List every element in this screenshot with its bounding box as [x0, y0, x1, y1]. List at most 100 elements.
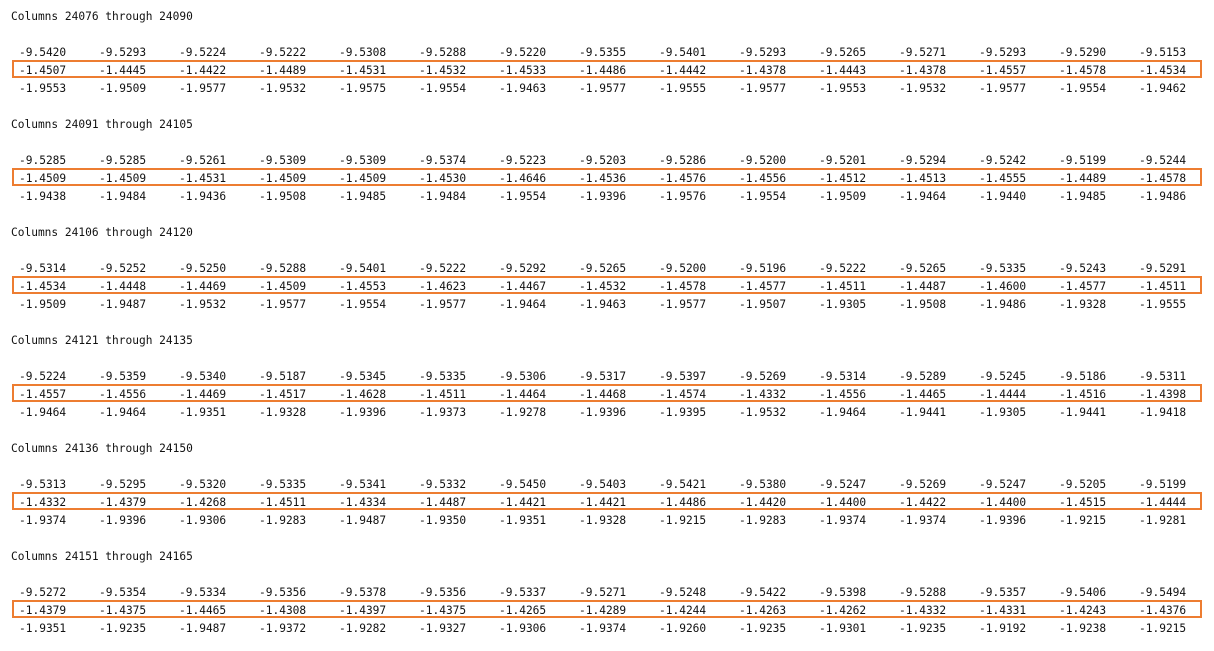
- matrix-cell: -1.4469: [179, 388, 227, 401]
- matrix-cell: -9.5335: [259, 478, 307, 491]
- columns-header: Columns 24091 through 24105: [11, 118, 193, 131]
- matrix-cell: -1.9464: [99, 406, 147, 419]
- highlight-box: [12, 60, 1202, 78]
- matrix-cell: -9.5288: [259, 262, 307, 275]
- matrix-cell: -1.9301: [819, 622, 867, 635]
- matrix-cell: -1.4556: [99, 388, 147, 401]
- matrix-cell: -1.4517: [259, 388, 307, 401]
- matrix-cell: -1.9464: [819, 406, 867, 419]
- matrix-cell: -1.4509: [259, 172, 307, 185]
- matrix-cell: -1.4557: [19, 388, 67, 401]
- columns-header: Columns 24106 through 24120: [11, 226, 193, 239]
- matrix-cell: -1.9215: [659, 514, 707, 527]
- matrix-cell: -1.9305: [819, 298, 867, 311]
- matrix-cell: -1.9374: [19, 514, 67, 527]
- matrix-cell: -1.4555: [979, 172, 1027, 185]
- matrix-cell: -1.9374: [899, 514, 947, 527]
- matrix-cell: -9.5244: [1139, 154, 1187, 167]
- matrix-cell: -1.9328: [1059, 298, 1107, 311]
- matrix-cell: -1.9484: [419, 190, 467, 203]
- matrix-cell: -1.4397: [339, 604, 387, 617]
- columns-block: Columns 24091 through 24105 -9.5285 -9.528…: [0, 108, 1214, 216]
- matrix-cell: -1.4600: [979, 280, 1027, 293]
- matrix-cell: -1.9396: [579, 190, 627, 203]
- matrix-cell: -1.4509: [259, 280, 307, 293]
- matrix-cell: -1.9553: [19, 82, 67, 95]
- matrix-row: -1.4332 -1.4379 -1.4268 -1.4511 -1.4334 -1.44…: [0, 494, 1214, 512]
- matrix-cell: -1.4533: [499, 64, 547, 77]
- matrix-cell: -9.5272: [19, 586, 67, 599]
- matrix-cell: -1.4556: [739, 172, 787, 185]
- matrix-cell: -1.4422: [179, 64, 227, 77]
- highlight-box: [12, 276, 1202, 294]
- matrix-cell: -1.9396: [979, 514, 1027, 527]
- matrix-cell: -1.9485: [1059, 190, 1107, 203]
- matrix-cell: -1.4289: [579, 604, 627, 617]
- matrix-cell: -1.4467: [499, 280, 547, 293]
- matrix-cell: -1.4532: [419, 64, 467, 77]
- matrix-cell: -1.4531: [339, 64, 387, 77]
- matrix-cell: -1.9305: [979, 406, 1027, 419]
- matrix-cell: -1.9554: [739, 190, 787, 203]
- matrix-cell: -1.9577: [579, 82, 627, 95]
- matrix-row: -1.4507 -1.4445 -1.4422 -1.4489 -1.4531 -1.45…: [0, 62, 1214, 80]
- matrix-cell: -1.9485: [339, 190, 387, 203]
- matrix-cell: -9.5334: [179, 586, 227, 599]
- matrix-cell: -1.9438: [19, 190, 67, 203]
- matrix-cell: -9.5314: [19, 262, 67, 275]
- matrix-cell: -1.4464: [499, 388, 547, 401]
- matrix-cell: -9.5401: [659, 46, 707, 59]
- matrix-row: -1.9553 -1.9509 -1.9577 -1.9532 -1.9575 -1.95…: [0, 80, 1214, 98]
- matrix-cell: -9.5357: [979, 586, 1027, 599]
- matrix-row: -9.5314 -9.5252 -9.5250 -9.5288 -9.5401 -9.52…: [0, 260, 1214, 278]
- matrix-cell: -9.5271: [579, 586, 627, 599]
- matrix-row: -1.4557 -1.4556 -1.4469 -1.4517 -1.4628 -1.45…: [0, 386, 1214, 404]
- matrix-cell: -1.9553: [819, 82, 867, 95]
- matrix-cell: -1.4489: [259, 64, 307, 77]
- matrix-cell: -1.4400: [979, 496, 1027, 509]
- matrix-cell: -9.5201: [819, 154, 867, 167]
- matrix-cell: -1.9306: [499, 622, 547, 635]
- matrix-cell: -9.5271: [899, 46, 947, 59]
- matrix-cell: -9.5252: [99, 262, 147, 275]
- matrix-cell: -9.5378: [339, 586, 387, 599]
- matrix-cell: -1.9577: [419, 298, 467, 311]
- matrix-cell: -9.5450: [499, 478, 547, 491]
- matrix-cell: -1.4375: [99, 604, 147, 617]
- matrix-cell: -1.9555: [659, 82, 707, 95]
- matrix-cell: -1.4486: [659, 496, 707, 509]
- matrix-cell: -9.5356: [419, 586, 467, 599]
- matrix-cell: -9.5293: [99, 46, 147, 59]
- matrix-row: -1.9438 -1.9484 -1.9436 -1.9508 -1.9485 -1.94…: [0, 188, 1214, 206]
- matrix-cell: -1.4331: [979, 604, 1027, 617]
- matrix-cell: -1.4469: [179, 280, 227, 293]
- matrix-cell: -9.5398: [819, 586, 867, 599]
- columns-header: Columns 24136 through 24150: [11, 442, 193, 455]
- matrix-cell: -1.9554: [499, 190, 547, 203]
- matrix-row: -1.9351 -1.9235 -1.9487 -1.9372 -1.9282 -1.93…: [0, 620, 1214, 638]
- matrix-cell: -1.9507: [739, 298, 787, 311]
- matrix-cell: -9.5311: [1139, 370, 1187, 383]
- matrix-cell: -1.9396: [99, 514, 147, 527]
- matrix-cell: -1.9192: [979, 622, 1027, 635]
- matrix-cell: -1.9577: [179, 82, 227, 95]
- matrix-cell: -1.4379: [19, 604, 67, 617]
- matrix-cell: -9.5265: [579, 262, 627, 275]
- matrix-cell: -1.9441: [899, 406, 947, 419]
- matrix-cell: -1.9238: [1059, 622, 1107, 635]
- matrix-cell: -9.5269: [899, 478, 947, 491]
- matrix-cell: -9.5285: [19, 154, 67, 167]
- matrix-cell: -1.9486: [979, 298, 1027, 311]
- columns-block: Columns 24151 through 24165 -9.5272 -9.535…: [0, 540, 1214, 648]
- matrix-cell: -1.9532: [179, 298, 227, 311]
- matrix-cell: -1.4442: [659, 64, 707, 77]
- matrix-cell: -1.4468: [579, 388, 627, 401]
- matrix-cell: -1.9487: [99, 298, 147, 311]
- matrix-cell: -1.4577: [739, 280, 787, 293]
- matrix-cell: -1.9396: [579, 406, 627, 419]
- matrix-cell: -1.4332: [899, 604, 947, 617]
- matrix-cell: -1.4487: [899, 280, 947, 293]
- matrix-cell: -1.9577: [659, 298, 707, 311]
- matrix-cell: -9.5220: [499, 46, 547, 59]
